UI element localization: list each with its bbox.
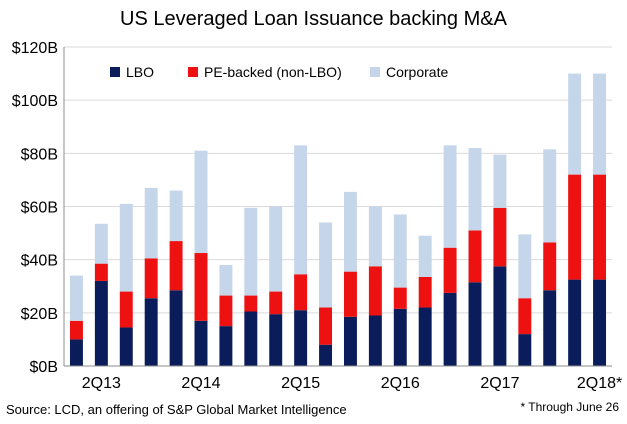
bar-segment xyxy=(169,190,183,242)
bar-segment xyxy=(393,308,407,366)
bar-segment xyxy=(194,320,208,366)
bar-segment xyxy=(269,291,283,315)
bar-segment xyxy=(69,339,83,366)
x-tick-label: 2Q13 xyxy=(82,375,121,392)
y-tick-label: $40B xyxy=(21,253,58,270)
bar-segment xyxy=(94,280,108,366)
y-tick-label: $0B xyxy=(30,359,58,376)
x-tick-label: 2Q15 xyxy=(281,375,320,392)
bar-segment xyxy=(269,206,283,292)
bar-segment xyxy=(518,298,532,335)
legend-label: PE-backed (non-LBO) xyxy=(204,64,342,80)
bar-segment xyxy=(94,263,108,281)
bar-segment xyxy=(368,206,382,267)
bar-segment xyxy=(319,222,333,308)
bars xyxy=(69,73,607,366)
y-tick-label: $20B xyxy=(21,306,58,323)
bar-segment xyxy=(144,187,158,259)
bar-segment xyxy=(493,154,507,208)
bar-segment xyxy=(418,307,432,366)
bar-segment xyxy=(119,327,133,366)
x-tick-label: 2Q17 xyxy=(480,375,519,392)
bar-segment xyxy=(443,145,457,248)
bar-segment xyxy=(343,316,357,366)
bar-segment xyxy=(443,247,457,293)
bar-segment xyxy=(568,174,582,280)
y-tick-label: $60B xyxy=(21,200,58,217)
bar-segment xyxy=(219,295,233,327)
source-note: Source: LCD, an offering of S&P Global M… xyxy=(6,402,347,417)
bar-segment xyxy=(294,145,308,275)
x-tick-label: 2Q16 xyxy=(381,375,420,392)
bar-segment xyxy=(368,315,382,366)
legend: LBO PE-backed (non-LBO) Corporate xyxy=(110,64,448,80)
chart-title: US Leveraged Loan Issuance backing M&A xyxy=(120,8,507,30)
bar-segment xyxy=(418,235,432,277)
bar-segment xyxy=(468,230,482,283)
bar-segment xyxy=(368,266,382,316)
y-tick-label: $120B xyxy=(12,40,58,57)
bar-segment xyxy=(244,207,258,296)
bar-segment xyxy=(593,73,607,175)
bar-segment xyxy=(169,290,183,366)
bar-segment xyxy=(119,203,133,292)
bar-segment xyxy=(493,207,507,267)
bar-segment xyxy=(543,242,557,291)
bar-segment xyxy=(319,344,333,366)
footnote: * Through June 26 xyxy=(520,400,619,414)
legend-label: LBO xyxy=(126,64,154,80)
legend-swatch xyxy=(110,67,120,77)
bar-segment xyxy=(269,314,283,366)
x-tick-label: 2Q18* xyxy=(577,375,622,392)
bar-segment xyxy=(518,334,532,366)
bar-segment xyxy=(418,276,432,308)
bar-segment xyxy=(518,234,532,299)
legend-label: Corporate xyxy=(386,64,448,80)
x-axis-ticks: 2Q13 2Q14 2Q15 2Q16 2Q17 2Q18* xyxy=(82,375,622,392)
bar-segment xyxy=(343,191,357,272)
bar-segment xyxy=(593,279,607,366)
bar-segment xyxy=(468,148,482,231)
bar-segment xyxy=(568,73,582,175)
bar-segment xyxy=(294,310,308,366)
bar-segment xyxy=(343,271,357,317)
bar-segment xyxy=(194,253,208,321)
bar-segment xyxy=(244,295,258,312)
bar-segment xyxy=(493,266,507,366)
y-tick-label: $100B xyxy=(12,93,58,110)
bar-segment xyxy=(443,292,457,366)
bar-segment xyxy=(69,320,83,340)
bar-segment xyxy=(219,326,233,366)
bar-segment xyxy=(94,223,108,264)
bar-segment xyxy=(294,274,308,311)
bar-segment xyxy=(393,214,407,288)
bar-segment xyxy=(319,307,333,345)
bar-segment xyxy=(543,290,557,366)
bar-segment xyxy=(568,279,582,366)
bar-segment xyxy=(169,241,183,291)
y-tick-label: $80B xyxy=(21,146,58,163)
legend-swatch xyxy=(370,67,380,77)
axes xyxy=(63,47,612,367)
bar-segment xyxy=(543,149,557,243)
bar-segment xyxy=(244,311,258,366)
bar-segment xyxy=(194,150,208,254)
bar-segment xyxy=(393,287,407,309)
bar-segment xyxy=(468,282,482,366)
legend-swatch xyxy=(188,67,198,77)
bar-segment xyxy=(119,291,133,328)
bar-segment xyxy=(593,174,607,280)
bar-segment xyxy=(69,275,83,321)
bar-segment xyxy=(219,264,233,296)
x-tick-label: 2Q14 xyxy=(181,375,220,392)
bar-segment xyxy=(144,258,158,299)
bar-segment xyxy=(144,298,158,366)
y-axis-ticks: $0B $20B $40B $60B $80B $100B $120B xyxy=(12,40,58,376)
